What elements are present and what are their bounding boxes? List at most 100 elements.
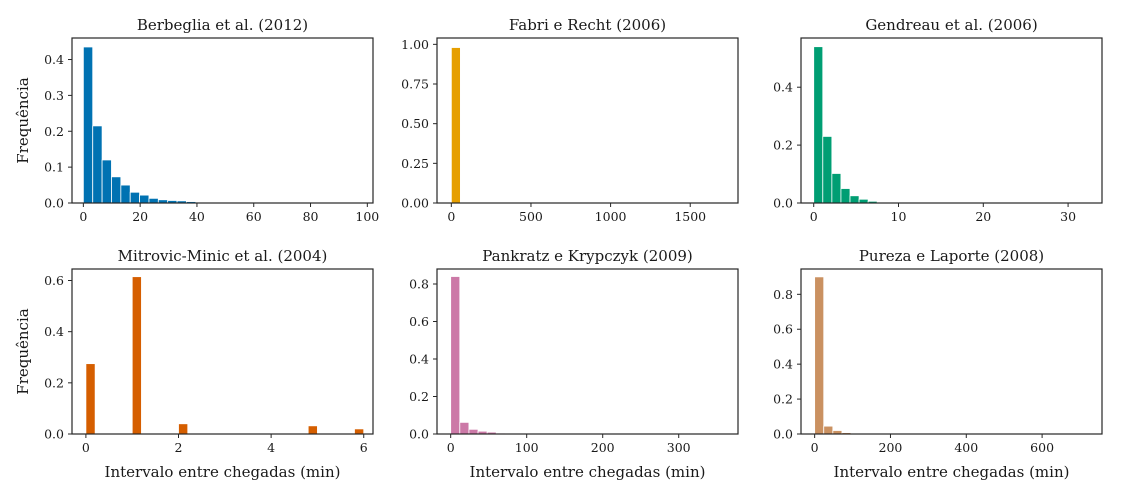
x-tick-label: 400	[954, 440, 978, 455]
y-tick-label: 0.75	[401, 77, 429, 92]
histogram-bar	[129, 191, 140, 204]
subplot-title: Berbeglia et al. (2012)	[137, 16, 308, 34]
y-tick-label: 0.0	[773, 196, 793, 211]
x-tick-label: 0	[447, 209, 455, 224]
y-tick-label: 0.6	[44, 273, 64, 288]
y-tick-label: 0.2	[773, 138, 793, 153]
histogram-bar	[131, 276, 142, 435]
histogram-bar	[101, 159, 112, 204]
x-tick-label: 0	[82, 440, 90, 455]
y-tick-label: 0.2	[409, 389, 429, 404]
histogram-bar	[450, 276, 461, 435]
x-axis-label: Intervalo entre chegadas (min)	[470, 463, 706, 481]
x-tick-label: 200	[879, 440, 903, 455]
x-tick-label: 100	[515, 440, 539, 455]
subplot-6: 0 200 400 600 0.0 0.2 0.4 0.6 0.8 Pureza e Laport…	[773, 247, 1103, 481]
y-tick-label: 0.8	[409, 277, 429, 292]
histogram-bar	[354, 428, 365, 435]
axes-frame	[71, 37, 374, 204]
x-tick-label: 20	[132, 209, 148, 224]
x-tick-label: 1000	[595, 209, 627, 224]
x-tick-label: 10	[891, 209, 907, 224]
y-axis-label: Frequência	[14, 308, 32, 394]
x-tick-label: 500	[519, 209, 543, 224]
x-tick-label: 2	[175, 440, 183, 455]
subplot-title: Mitrovic-Minic et al. (2004)	[118, 247, 328, 265]
y-tick-label: 0.00	[401, 196, 429, 211]
histogram-bar	[814, 276, 825, 435]
subplot-2: 0 500 1000 1500 0.00 0.25 0.50 0.75 1.00 Fabri e …	[401, 16, 739, 224]
histogram-bar	[849, 195, 860, 204]
x-axis-label: Intervalo entre chegadas (min)	[834, 463, 1070, 481]
y-tick-label: 0.4	[773, 80, 793, 95]
x-tick-label: 200	[591, 440, 615, 455]
x-tick-label: 0	[79, 209, 87, 224]
histogram-bar	[82, 46, 94, 204]
axes-frame	[436, 37, 739, 204]
y-tick-label: 0.0	[44, 427, 64, 442]
subplot-title: Gendreau et al. (2006)	[865, 16, 1037, 34]
histogram-bar	[813, 46, 824, 204]
y-tick-label: 0.0	[44, 196, 64, 211]
y-tick-label: 0.2	[44, 375, 64, 390]
x-tick-label: 40	[189, 209, 205, 224]
x-tick-label: 30	[1060, 209, 1076, 224]
subplot-3: 0 10 20 30 0.0 0.2 0.4 Gendreau et al. (2006)	[773, 16, 1103, 224]
x-tick-label: 600	[1030, 440, 1054, 455]
subplot-4: 0 2 4 6 0.0 0.2 0.4 0.6 Mitrovic-Minic et al. (2…	[14, 247, 374, 481]
y-tick-label: 0.6	[409, 314, 429, 329]
histogram-bar	[92, 125, 103, 204]
histogram-bar	[120, 184, 131, 204]
x-tick-label: 6	[360, 440, 368, 455]
axes-frame	[71, 268, 374, 435]
x-tick-label: 60	[246, 209, 262, 224]
x-tick-label: 300	[667, 440, 691, 455]
axes-frame	[800, 268, 1103, 435]
y-tick-label: 0.4	[44, 52, 64, 67]
y-tick-label: 0.2	[773, 392, 793, 407]
axes-frame	[436, 268, 739, 435]
histogram-bar	[450, 47, 461, 204]
histogram-bar	[840, 188, 851, 204]
y-tick-label: 1.00	[401, 37, 429, 52]
histogram-bar	[468, 428, 479, 435]
x-axis-label: Intervalo entre chegadas (min)	[105, 463, 341, 481]
histogram-bar	[822, 136, 833, 204]
histogram-bar	[178, 423, 189, 435]
x-tick-label: 100	[355, 209, 379, 224]
histogram-bar	[823, 425, 834, 435]
y-tick-label: 0.4	[773, 357, 793, 372]
y-tick-label: 0.2	[44, 124, 64, 139]
x-tick-label: 1500	[674, 209, 706, 224]
y-tick-label: 0.1	[44, 160, 64, 175]
y-tick-label: 0.25	[401, 156, 429, 171]
y-tick-label: 0.4	[44, 324, 64, 339]
subplot-title: Pankratz e Krypczyk (2009)	[482, 247, 693, 265]
y-tick-label: 0.0	[773, 427, 793, 442]
subplot-5: 0 100 200 300 0.0 0.2 0.4 0.6 0.8 Pankratz e Kryp…	[409, 247, 739, 481]
y-tick-label: 0.4	[409, 352, 429, 367]
histogram-bar	[85, 363, 96, 435]
histogram-bar	[307, 425, 318, 435]
x-tick-label: 4	[267, 440, 275, 455]
x-tick-label: 0	[811, 440, 819, 455]
y-axis-label: Frequência	[14, 77, 32, 163]
histogram-bar	[111, 176, 122, 204]
y-tick-label: 0.0	[409, 427, 429, 442]
histogram-bar	[459, 421, 470, 435]
y-tick-label: 0.3	[44, 88, 64, 103]
x-tick-label: 0	[810, 209, 818, 224]
histogram-bar	[148, 197, 159, 204]
y-tick-label: 0.50	[401, 116, 429, 131]
histogram-bar	[831, 173, 842, 204]
axes-frame	[800, 37, 1103, 204]
y-tick-label: 0.6	[773, 322, 793, 337]
y-tick-label: 0.8	[773, 287, 793, 302]
subplot-1: 0 20 40 60 80 100 0.0 0.1 0.2 0.3 0.4 Berbeglia et …	[14, 16, 379, 224]
x-tick-label: 0	[447, 440, 455, 455]
x-tick-label: 80	[303, 209, 319, 224]
subplot-title: Pureza e Laporte (2008)	[859, 247, 1044, 265]
x-tick-label: 20	[975, 209, 991, 224]
histogram-bar	[139, 194, 150, 204]
